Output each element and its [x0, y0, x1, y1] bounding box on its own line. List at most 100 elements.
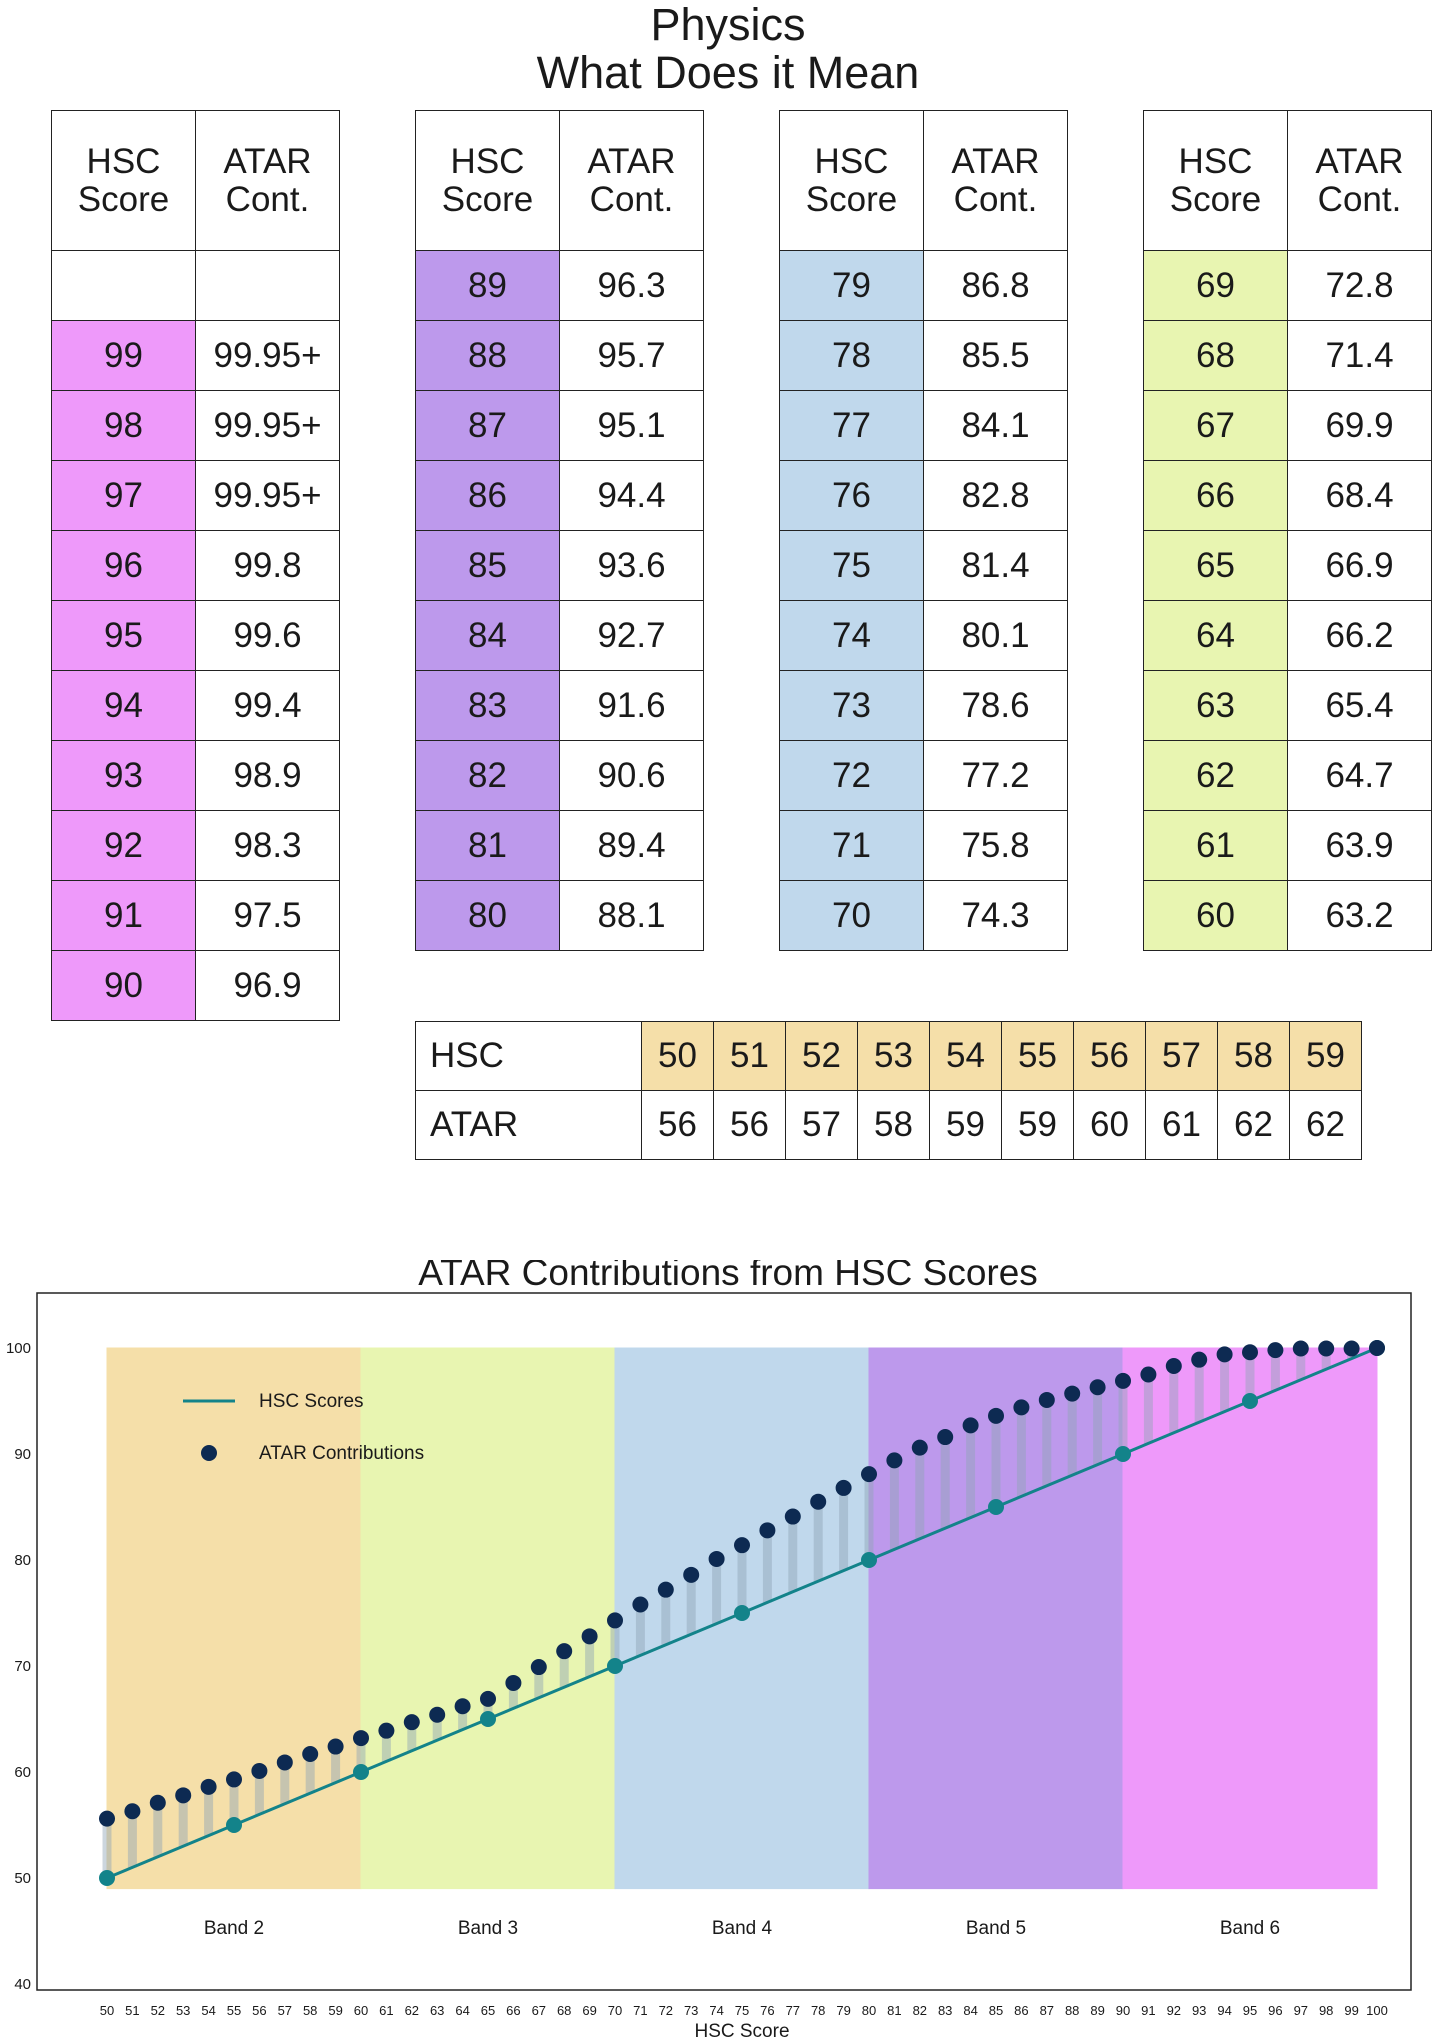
hsc-score-cell: 78 — [779, 320, 924, 391]
table-header-atar: ATAR Cont. — [923, 110, 1068, 251]
score-table-1: HSC Score ATAR Cont. 99 99.95+ 98 99.95+ 97 99.95… — [51, 110, 340, 1021]
atar-point — [251, 1762, 268, 1779]
table-row: 62 64.7 — [1143, 740, 1432, 811]
atar-point — [1115, 1372, 1131, 1389]
hsc-score-cell: 65 — [1143, 530, 1288, 601]
atar-cont-cell: 75.8 — [923, 810, 1068, 881]
hsc-score-cell: 88 — [415, 320, 560, 391]
x-tick-label: 51 — [125, 2003, 139, 2018]
atar-cont-cell: 98.3 — [195, 810, 340, 881]
hsc-score-cell: 66 — [1143, 460, 1288, 531]
atar-cont-cell: 95.1 — [559, 390, 704, 461]
atar-point — [200, 1778, 217, 1795]
hsc-score-marker — [861, 1552, 877, 1568]
hsc-score-cell: 72 — [779, 740, 924, 811]
hsc-score-cell: 82 — [415, 740, 560, 811]
hsc-score-marker — [480, 1711, 496, 1727]
hsc-score-marker — [734, 1605, 750, 1621]
atar-cont-cell: 60 — [1073, 1090, 1146, 1160]
score-table-3: HSC Score ATAR Cont. 79 86.8 78 85.5 77 84.1 76 82.… — [779, 110, 1068, 951]
atar-point — [1369, 1340, 1385, 1356]
atar-cont-cell: 69.9 — [1287, 390, 1432, 461]
table-row: 69 72.8 — [1143, 250, 1432, 321]
x-tick-label: 98 — [1319, 2003, 1333, 2018]
atar-point — [1140, 1366, 1157, 1383]
y-tick-label: 70 — [14, 1658, 31, 1675]
atar-point — [988, 1407, 1004, 1424]
x-tick-label: 69 — [582, 2003, 596, 2018]
x-tick-label: 65 — [481, 2003, 495, 2018]
hsc-score-marker — [607, 1658, 623, 1674]
y-tick-label: 90 — [14, 1446, 31, 1463]
atar-cont-cell: 99.8 — [195, 530, 340, 601]
atar-point — [1089, 1379, 1106, 1396]
table-row: 80 88.1 — [415, 880, 704, 951]
table-row: 65 66.9 — [1143, 530, 1432, 601]
legend-point-swatch — [201, 1445, 217, 1461]
hsc-score-cell: 76 — [779, 460, 924, 531]
table-row: 84 92.7 — [415, 600, 704, 671]
atar-cont-cell: 71.4 — [1287, 320, 1432, 391]
atar-cont-cell: 72.8 — [1287, 250, 1432, 321]
table-row: 82 90.6 — [415, 740, 704, 811]
x-tick-label: 60 — [354, 2003, 368, 2018]
hsc-score-cell: 98 — [51, 390, 196, 461]
score-table-4: HSC Score ATAR Cont. 69 72.8 68 71.4 67 69.9 66 68.… — [1143, 110, 1432, 951]
x-tick-label: 92 — [1167, 2003, 1181, 2018]
x-tick-label: 72 — [659, 2003, 673, 2018]
table-row: 91 97.5 — [51, 880, 340, 951]
band-label: Band 4 — [712, 1918, 773, 1939]
hsc-score-cell: 71 — [779, 810, 924, 881]
atar-point — [1318, 1340, 1335, 1357]
hsc-score-cell: 52 — [785, 1021, 858, 1091]
y-tick-label: 40 — [14, 1976, 31, 1993]
band-label: Band 6 — [1220, 1918, 1280, 1939]
table-row: 72 77.2 — [779, 740, 1068, 811]
atar-point — [962, 1417, 979, 1434]
hsc-score-marker — [226, 1817, 242, 1833]
x-tick-label: 71 — [633, 2003, 647, 2018]
atar-point — [861, 1466, 877, 1483]
atar-point — [683, 1566, 700, 1583]
x-tick-label: 93 — [1192, 2003, 1206, 2018]
table-row: 85 93.6 — [415, 530, 704, 601]
x-tick-label: 52 — [151, 2003, 165, 2018]
table-row: 67 69.9 — [1143, 390, 1432, 461]
x-tick-label: 99 — [1344, 2003, 1358, 2018]
atar-point — [784, 1508, 801, 1525]
atar-cont-cell: 66.9 — [1287, 530, 1432, 601]
atar-cont-cell: 59 — [929, 1090, 1002, 1160]
hsc-score-cell: 86 — [415, 460, 560, 531]
x-tick-label: 74 — [709, 2003, 723, 2018]
table-row: 60 63.2 — [1143, 880, 1432, 951]
atar-point — [226, 1771, 242, 1788]
atar-cont-cell: 94.4 — [559, 460, 704, 531]
hsc-score-cell: 58 — [1217, 1021, 1290, 1091]
x-tick-label: 62 — [405, 2003, 419, 2018]
atar-point — [454, 1698, 471, 1715]
x-tick-label: 100 — [1366, 2003, 1388, 2018]
table-header-hsc: HSC Score — [415, 110, 560, 251]
table-header-atar: ATAR Cont. — [195, 110, 340, 251]
atar-cont-cell: 66.2 — [1287, 600, 1432, 671]
x-tick-label: 76 — [760, 2003, 774, 2018]
atar-cont-cell: 99.4 — [195, 670, 340, 741]
table-row: 70 74.3 — [779, 880, 1068, 951]
x-tick-label: 53 — [176, 2003, 190, 2018]
legend-label-atar-contributions: ATAR Contributions — [259, 1443, 424, 1464]
hsc-score-marker — [988, 1499, 1004, 1515]
hsc-score-cell: 61 — [1143, 810, 1288, 881]
x-tick-label: 86 — [1014, 2003, 1028, 2018]
x-tick-label: 81 — [887, 2003, 901, 2018]
x-tick-label: 94 — [1217, 2003, 1231, 2018]
x-tick-label: 83 — [938, 2003, 952, 2018]
hsc-score-cell: 57 — [1145, 1021, 1218, 1091]
table-row: 86 94.4 — [415, 460, 704, 531]
hsc-score-cell: 74 — [779, 600, 924, 671]
atar-point — [835, 1479, 852, 1496]
hsc-score-cell: 56 — [1073, 1021, 1146, 1091]
table-row: 74 80.1 — [779, 600, 1068, 671]
atar-cont-cell: 68.4 — [1287, 460, 1432, 531]
atar-point — [480, 1690, 496, 1707]
atar-point — [378, 1722, 395, 1739]
